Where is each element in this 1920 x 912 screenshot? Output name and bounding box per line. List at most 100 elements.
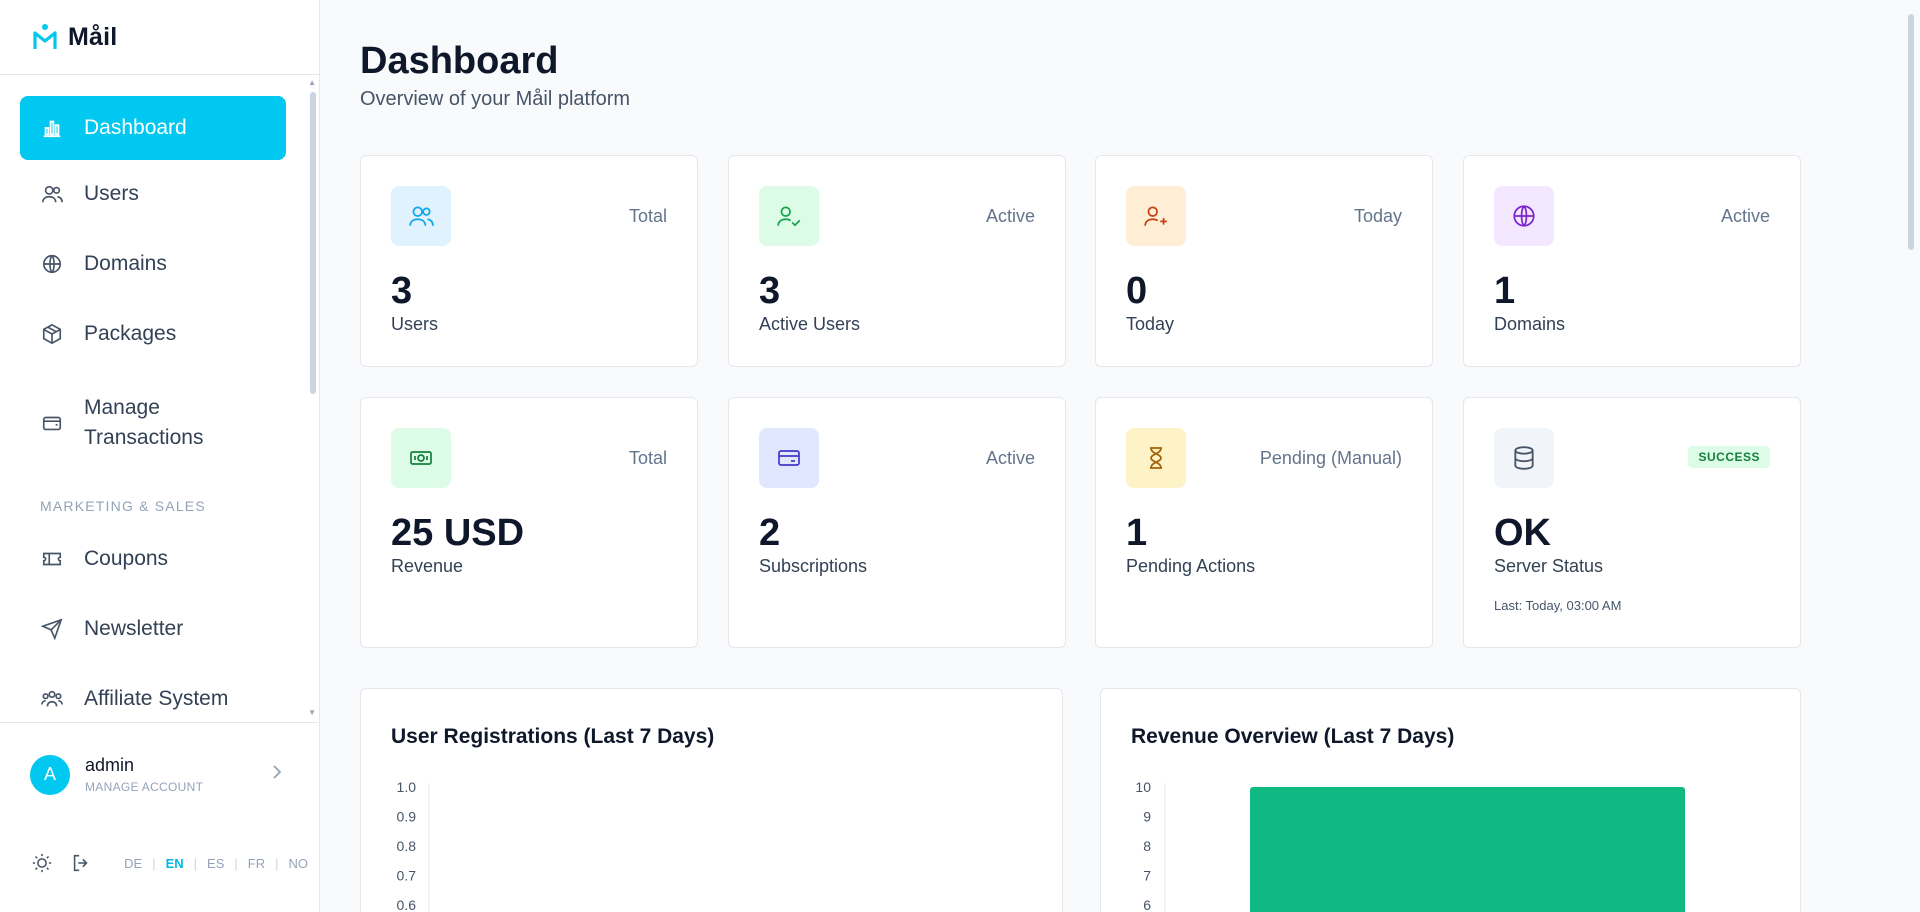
chevron-right-icon xyxy=(270,763,284,786)
stat-value: 2 xyxy=(759,512,781,554)
stat-value: 3 xyxy=(759,270,781,312)
stat-card-today: Today 0 Today xyxy=(1095,155,1433,367)
y-tick-label: 0.7 xyxy=(397,868,417,884)
sidebar-item-affiliate-system[interactable]: Affiliate System xyxy=(20,678,286,720)
avatar: A xyxy=(30,754,70,795)
credit-card-icon xyxy=(759,428,819,488)
database-icon xyxy=(1494,428,1554,488)
stat-tag: Total xyxy=(628,206,667,226)
chart-title: Revenue Overview (Last 7 Days) xyxy=(1131,725,1455,748)
sidebar-item-label: Coupons xyxy=(84,547,169,570)
stat-card-users: Total 3 Users xyxy=(360,155,698,367)
affiliate-icon xyxy=(40,687,64,711)
y-tick-label: 6 xyxy=(1143,897,1151,912)
sidebar-item-users[interactable]: Users xyxy=(20,173,286,215)
users-icon xyxy=(40,182,64,206)
sidebar-scroll-up-arrow[interactable]: ▲ xyxy=(308,78,316,87)
stat-tag: Active xyxy=(1720,206,1770,226)
sidebar-footer: DE | EN | ES | FR | NO xyxy=(0,836,318,890)
status-badge: SUCCESS xyxy=(1688,446,1770,468)
stat-tag: Pending (Manual) xyxy=(1259,448,1402,468)
theme-toggle-sun-icon[interactable] xyxy=(30,851,53,875)
sidebar-scrollbar-thumb[interactable] xyxy=(310,92,316,394)
brand-name: Måil xyxy=(68,22,118,51)
user-registrations-chart: 1.0 0.9 0.8 0.7 0.6 xyxy=(397,779,430,912)
hourglass-icon xyxy=(1126,428,1186,488)
send-icon xyxy=(40,617,64,641)
manage-account-button[interactable]: A admin MANAGE ACCOUNT xyxy=(0,722,318,826)
user-check-icon xyxy=(759,186,819,246)
language-switcher: DE | EN | ES | FR | NO xyxy=(114,856,318,871)
brand[interactable]: Måil xyxy=(0,0,319,75)
y-tick-label: 9 xyxy=(1143,809,1151,825)
stat-value: 1 xyxy=(1494,270,1516,312)
stat-label: Active Users xyxy=(759,314,861,334)
lang-de[interactable]: DE xyxy=(124,855,143,871)
sidebar-item-dashboard[interactable]: Dashboard xyxy=(20,96,286,160)
sidebar-item-label: Users xyxy=(84,182,139,205)
y-tick-label: 10 xyxy=(1135,779,1151,795)
sidebar-item-label: Domains xyxy=(84,252,167,275)
bar-chart-icon xyxy=(40,116,64,140)
banknote-icon xyxy=(391,428,451,488)
page-title: Dashboard xyxy=(360,40,559,82)
ticket-icon xyxy=(40,547,64,571)
sidebar-item-label: Dashboard xyxy=(84,116,187,139)
stat-card-pending-actions: Pending (Manual) 1 Pending Actions xyxy=(1095,397,1433,648)
lang-separator: | xyxy=(193,855,198,871)
page-scrollbar-thumb[interactable] xyxy=(1908,14,1914,250)
page-scrollbar[interactable] xyxy=(1904,0,1918,912)
sidebar-item-packages[interactable]: Packages xyxy=(20,313,286,355)
stat-card-server-status: SUCCESS OK Server Status Last: Today, 03… xyxy=(1463,397,1801,648)
revenue-bar xyxy=(1250,787,1685,912)
lang-separator: | xyxy=(234,855,238,871)
lang-es[interactable]: ES xyxy=(207,855,225,871)
sidebar-item-label: Packages xyxy=(84,322,177,345)
sidebar-item-coupons[interactable]: Coupons xyxy=(20,538,286,580)
stat-card-subscriptions: Active 2 Subscriptions xyxy=(728,397,1066,648)
user-plus-icon xyxy=(1126,186,1186,246)
lang-en[interactable]: EN xyxy=(165,855,184,871)
lang-no[interactable]: NO xyxy=(288,855,309,871)
stat-value: 1 xyxy=(1126,512,1148,554)
stat-label: Today xyxy=(1126,314,1175,334)
y-tick-label: 0.9 xyxy=(397,809,417,825)
stat-tag: Active xyxy=(985,448,1035,468)
stat-label: Server Status xyxy=(1494,556,1604,576)
chart-card-revenue-overview: Revenue Overview (Last 7 Days) 10 9 8 7 6 xyxy=(1100,688,1801,912)
page-subtitle: Overview of your Måil platform xyxy=(360,88,631,110)
stat-card-active-users: Active 3 Active Users xyxy=(728,155,1066,367)
stat-tag: Active xyxy=(985,206,1035,226)
sidebar-item-newsletter[interactable]: Newsletter xyxy=(20,608,286,650)
stat-value: 0 xyxy=(1126,270,1148,312)
stat-value: OK xyxy=(1494,512,1551,554)
globe-icon xyxy=(1494,186,1554,246)
chart-card-user-registrations: User Registrations (Last 7 Days) 1.0 0.9 0… xyxy=(360,688,1063,912)
stat-tag: Today xyxy=(1353,206,1402,226)
sidebar-item-manage-transactions[interactable]: Manage Transactions xyxy=(20,391,286,455)
sidebar-item-label: Manage Transactions xyxy=(84,396,204,449)
sidebar: Måil Dashboard Users Domains Packages xyxy=(0,0,320,912)
sidebar-item-label: Newsletter xyxy=(84,617,184,640)
sidebar-item-label: Affiliate System xyxy=(84,687,229,710)
sidebar-scroll-down-arrow[interactable]: ▼ xyxy=(308,708,316,717)
lang-separator: | xyxy=(275,855,279,871)
y-tick-label: 8 xyxy=(1143,838,1151,854)
y-tick-label: 7 xyxy=(1143,868,1151,884)
lang-fr[interactable]: FR xyxy=(247,855,266,871)
logo-icon xyxy=(33,24,57,49)
sidebar-item-domains[interactable]: Domains xyxy=(20,243,286,285)
stat-label: Pending Actions xyxy=(1126,556,1256,576)
stat-label: Subscriptions xyxy=(759,556,868,576)
package-icon xyxy=(40,322,64,346)
logout-icon[interactable] xyxy=(69,851,92,875)
stat-label: Users xyxy=(391,314,439,334)
y-tick-label: 1.0 xyxy=(397,779,417,795)
stat-card-domains: Active 1 Domains xyxy=(1463,155,1801,367)
chart-title: User Registrations (Last 7 Days) xyxy=(391,725,715,748)
y-tick-label: 0.8 xyxy=(397,838,417,854)
stat-label: Revenue xyxy=(391,556,464,576)
account-subtitle: MANAGE ACCOUNT xyxy=(85,780,204,794)
stat-value: 25 USD xyxy=(391,512,525,554)
stat-tag: Total xyxy=(628,448,667,468)
